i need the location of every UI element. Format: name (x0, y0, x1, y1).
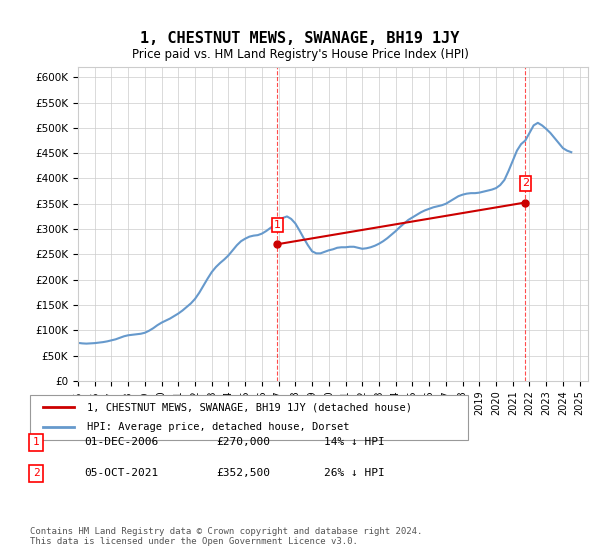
Text: Price paid vs. HM Land Registry's House Price Index (HPI): Price paid vs. HM Land Registry's House … (131, 48, 469, 60)
Text: 1, CHESTNUT MEWS, SWANAGE, BH19 1JY: 1, CHESTNUT MEWS, SWANAGE, BH19 1JY (140, 31, 460, 46)
Text: £352,500: £352,500 (216, 468, 270, 478)
Text: 01-DEC-2006: 01-DEC-2006 (84, 437, 158, 447)
Text: 05-OCT-2021: 05-OCT-2021 (84, 468, 158, 478)
Text: 2: 2 (32, 468, 40, 478)
Text: Contains HM Land Registry data © Crown copyright and database right 2024.
This d: Contains HM Land Registry data © Crown c… (30, 526, 422, 546)
Text: 1, CHESTNUT MEWS, SWANAGE, BH19 1JY (detached house): 1, CHESTNUT MEWS, SWANAGE, BH19 1JY (det… (87, 402, 412, 412)
Text: 1: 1 (32, 437, 40, 447)
Text: HPI: Average price, detached house, Dorset: HPI: Average price, detached house, Dors… (87, 422, 349, 432)
Text: 14% ↓ HPI: 14% ↓ HPI (324, 437, 385, 447)
Text: 2: 2 (522, 178, 529, 188)
Text: £270,000: £270,000 (216, 437, 270, 447)
Text: 1: 1 (274, 220, 281, 230)
FancyBboxPatch shape (30, 395, 468, 440)
Text: 26% ↓ HPI: 26% ↓ HPI (324, 468, 385, 478)
